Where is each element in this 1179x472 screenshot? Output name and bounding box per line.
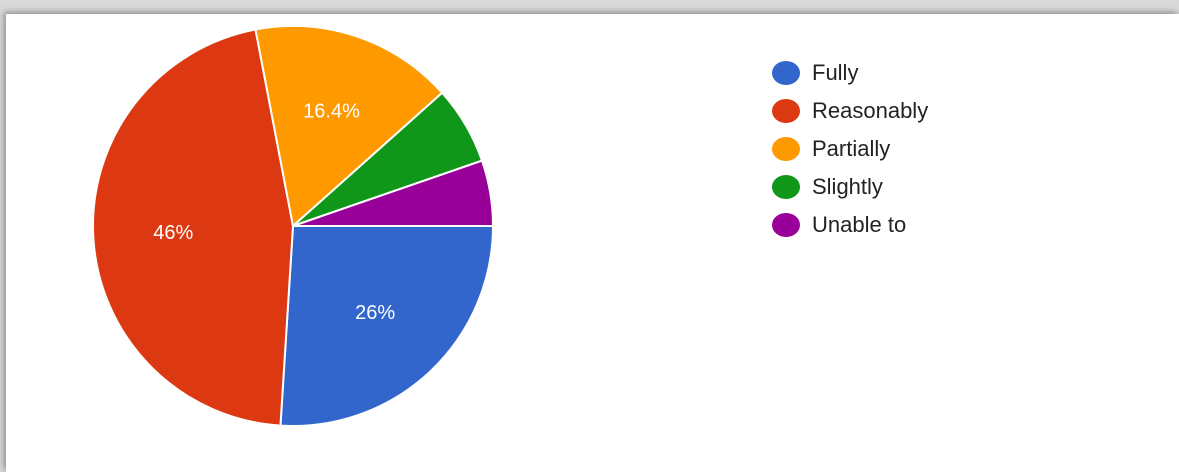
legend-swatch-unable-to <box>772 213 800 237</box>
pie-labels: 26% 46% 16.4% <box>153 101 395 324</box>
legend-swatch-fully <box>772 61 800 85</box>
legend-label-slightly: Slightly <box>812 174 883 199</box>
legend-label-partially: Partially <box>812 136 891 161</box>
chart-panel: 26% 46% 16.4% Fully Reasonably Partially S… <box>6 14 1179 472</box>
slice-label-partially: 16.4% <box>303 101 360 123</box>
legend-label-fully: Fully <box>812 60 859 85</box>
pie-slice-fully[interactable] <box>279 225 495 427</box>
legend-swatch-slightly <box>772 175 800 199</box>
chart-legend: Fully Reasonably Partially Slightly Unab… <box>772 54 928 244</box>
pie-slice-unable-to[interactable] <box>292 159 495 227</box>
legend-item-reasonably[interactable]: Reasonably <box>772 92 928 130</box>
legend-swatch-partially <box>772 137 800 161</box>
legend-item-fully[interactable]: Fully <box>772 54 928 92</box>
pie-slices <box>92 25 495 427</box>
legend-label-unable-to: Unable to <box>812 212 907 237</box>
legend-swatch-reasonably <box>772 99 800 123</box>
pie-chart: 26% 46% 16.4% <box>92 25 495 427</box>
pie-slice-reasonably[interactable] <box>92 28 295 427</box>
slice-label-reasonably: 46% <box>153 222 193 244</box>
slice-label-fully: 26% <box>355 302 395 324</box>
legend-label-reasonably: Reasonably <box>812 98 929 123</box>
legend-item-partially[interactable]: Partially <box>772 130 928 168</box>
pie-slice-partially[interactable] <box>254 25 444 228</box>
legend-item-unable-to[interactable]: Unable to <box>772 206 928 244</box>
legend-item-slightly[interactable]: Slightly <box>772 168 928 206</box>
